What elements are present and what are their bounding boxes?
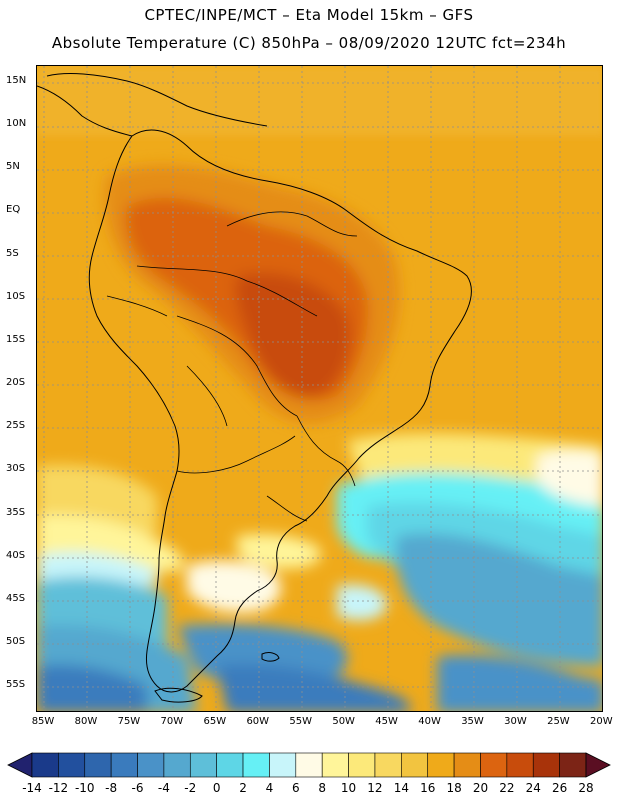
longitude-label: 60W <box>246 716 270 727</box>
chart-subtitle: Absolute Temperature (C) 850hPa – 08/09/… <box>51 34 567 52</box>
falklands <box>261 652 280 662</box>
latitude-label: EQ <box>6 204 21 216</box>
colorbar-swatch <box>137 752 165 778</box>
longitude-label: 45W <box>375 716 398 727</box>
colorbar-label: 10 <box>340 781 357 795</box>
latitude-label: 25S <box>6 420 26 432</box>
colorbar-label: 8 <box>318 781 326 795</box>
tierra-del-fuego <box>154 687 203 703</box>
latitude-label: 15N <box>6 75 27 86</box>
colorbar-label: 22 <box>499 781 515 795</box>
colorbar-swatch <box>242 752 270 778</box>
chart-title: CPTEC/INPE/MCT – Eta Model 15km – GFS <box>144 6 474 24</box>
colorbar-swatch <box>427 752 455 778</box>
colorbar-label: 18 <box>446 781 462 795</box>
latitude-label: 10S <box>6 290 26 302</box>
colorbar-label: 28 <box>578 781 594 795</box>
colorbar-label: 4 <box>265 781 274 795</box>
colorbar-swatches <box>31 752 587 778</box>
colorbar-label: 16 <box>420 781 436 795</box>
colorbar-swatch <box>480 752 508 778</box>
colorbar-swatch <box>110 752 138 778</box>
colorbar-left-arrow <box>7 752 33 778</box>
latitude-label: 50S <box>6 635 26 647</box>
longitude-label: 85W <box>31 716 55 727</box>
longitude-label: 50W <box>332 716 355 727</box>
temperature-field <box>37 66 602 711</box>
longitude-label: 80W <box>74 716 98 727</box>
longitude-label: 65W <box>203 716 227 727</box>
colorbar-label: 20 <box>472 781 489 795</box>
colorbar-label: 0 <box>212 781 221 795</box>
longitude-label: 20W <box>590 716 613 727</box>
coastlines <box>37 73 472 703</box>
temperature-map <box>36 65 603 712</box>
colorbar-swatch <box>401 752 429 778</box>
longitude-label: 30W <box>504 716 527 727</box>
colorbar-swatch <box>453 752 481 778</box>
colorbar-swatch <box>58 752 86 778</box>
colorbar-label: -12 <box>48 781 69 795</box>
colorbar-label: -14 <box>22 781 42 795</box>
longitude-label: 55W <box>289 716 312 727</box>
colorbar <box>7 752 611 778</box>
latitude-label: 5N <box>6 161 20 173</box>
colorbar-swatch <box>348 752 376 778</box>
latitude-label: 20S <box>6 377 26 389</box>
longitude-label: 35W <box>461 716 484 727</box>
latitude-label: 10N <box>6 118 27 130</box>
colorbar-label: -6 <box>131 781 144 795</box>
colorbar-swatch <box>216 752 244 778</box>
latitude-label: 45S <box>6 592 26 604</box>
map-canvas <box>37 66 602 711</box>
colorbar-swatch <box>163 752 191 778</box>
colorbar-swatch <box>189 752 217 778</box>
country-borders <box>106 211 358 522</box>
colorbar-label: -4 <box>157 781 170 795</box>
colorbar-right-arrow <box>585 752 611 778</box>
latitude-label: 55S <box>6 679 26 691</box>
south-america-coastline <box>88 129 472 693</box>
latitude-label: 15S <box>6 333 26 345</box>
colorbar-swatch <box>559 752 587 778</box>
longitude-label: 25W <box>547 716 570 727</box>
latitude-label: 40S <box>6 549 26 561</box>
colorbar-label: 26 <box>551 781 568 795</box>
colorbar-swatch <box>321 752 349 778</box>
longitude-label: 40W <box>418 716 441 727</box>
colorbar-swatch <box>374 752 402 778</box>
longitude-label: 70W <box>160 716 184 727</box>
colorbar-label: 12 <box>367 781 383 795</box>
colorbar-swatch <box>295 752 323 778</box>
caribbean-coastline <box>46 73 268 127</box>
colorbar-label: 6 <box>291 781 300 795</box>
colorbar-label: -10 <box>74 781 95 795</box>
colorbar-swatch <box>84 752 112 778</box>
latitude-label: 5S <box>6 247 19 259</box>
colorbar-label: -2 <box>184 781 197 795</box>
latitude-label: 35S <box>6 506 26 518</box>
longitude-label: 75W <box>117 716 141 727</box>
colorbar-label: 14 <box>393 781 409 795</box>
colorbar-label: 24 <box>525 781 541 795</box>
latitude-label: 30S <box>6 463 26 475</box>
colorbar-label: 2 <box>239 781 247 795</box>
central-america-coastline <box>37 85 133 137</box>
colorbar-swatch <box>269 752 297 778</box>
colorbar-label: -8 <box>105 781 118 795</box>
colorbar-swatch <box>532 752 560 778</box>
colorbar-swatch <box>506 752 534 778</box>
colorbar-swatch <box>31 752 59 778</box>
